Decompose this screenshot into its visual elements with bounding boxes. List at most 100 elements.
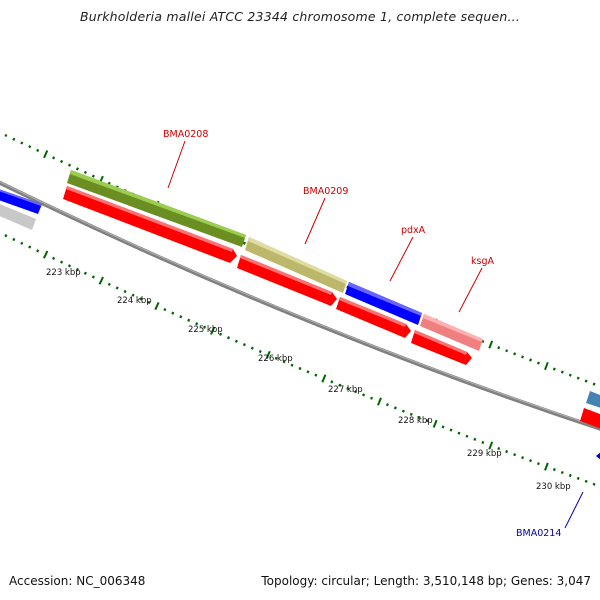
minor-tick — [481, 339, 485, 344]
minor-tick — [139, 297, 143, 301]
minor-tick — [60, 260, 64, 264]
scale-label-224: 224 kbp — [117, 296, 152, 306]
major-tick — [544, 462, 549, 471]
minor-tick — [67, 264, 72, 268]
minor-tick — [4, 234, 8, 238]
scale-label-225: 225 kbp — [188, 325, 223, 335]
minor-tick — [4, 133, 8, 138]
gene-label-bma0209: BMA0209 — [303, 186, 348, 197]
minor-tick — [529, 459, 533, 463]
minor-tick — [393, 406, 397, 410]
minor-tick — [473, 437, 477, 441]
minor-tick — [536, 462, 540, 466]
minor-tick — [560, 370, 564, 374]
minor-tick — [521, 456, 525, 460]
minor-tick — [576, 476, 580, 480]
callout-bma0209 — [304, 197, 326, 245]
backbone-line — [0, 180, 600, 431]
minor-tick — [568, 473, 572, 478]
feature-bma0208 — [67, 170, 246, 247]
minor-tick — [497, 346, 501, 350]
minor-tick — [171, 311, 175, 315]
minor-tick — [298, 366, 302, 371]
callout-bma0208 — [167, 140, 186, 189]
major-tick — [377, 397, 382, 406]
minor-tick — [36, 249, 40, 253]
minor-tick — [52, 256, 56, 260]
minor-tick — [36, 148, 40, 153]
minor-tick — [385, 403, 389, 407]
major-tick — [544, 361, 549, 371]
minor-tick — [481, 440, 485, 445]
minor-tick — [187, 318, 191, 322]
scale-label-229: 229 kbp — [467, 449, 502, 459]
major-tick — [98, 276, 104, 285]
minor-tick — [163, 308, 167, 312]
accession-text: Accession: NC_006348 — [9, 574, 146, 588]
minor-tick — [338, 383, 342, 387]
scale-label-227: 227 kbp — [328, 385, 363, 395]
minor-tick — [330, 380, 334, 384]
scale-label-228: 228 kbp — [398, 416, 433, 426]
feature-pdxa — [345, 282, 422, 325]
minor-tick — [560, 471, 564, 475]
cds-arrow-2 — [237, 255, 337, 306]
minor-tick — [115, 286, 119, 290]
minor-tick — [203, 325, 207, 329]
minor-tick — [75, 267, 79, 272]
major-tick — [265, 350, 271, 360]
minor-tick — [28, 145, 32, 149]
minor-tick — [20, 241, 24, 245]
minor-tick — [592, 382, 596, 386]
minor-tick — [131, 293, 135, 297]
minor-tick — [60, 159, 64, 164]
minor-tick — [552, 468, 556, 472]
major-tick — [43, 150, 49, 159]
minor-tick — [314, 373, 318, 377]
major-tick — [488, 441, 494, 450]
major-tick — [432, 419, 438, 428]
gene-label-bma0214: BMA0214 — [516, 528, 561, 539]
minor-tick — [354, 390, 358, 394]
minor-tick — [497, 446, 501, 451]
feature-bma0209 — [245, 237, 347, 293]
feature-ksga — [420, 314, 483, 351]
minor-tick — [584, 379, 588, 383]
minor-tick — [441, 425, 445, 429]
minor-tick — [306, 370, 310, 374]
feature-grey-left — [0, 204, 36, 230]
minor-tick — [425, 419, 429, 423]
minor-tick — [179, 315, 183, 319]
minor-tick — [75, 167, 79, 171]
minor-tick — [52, 156, 56, 160]
minor-tick — [250, 346, 254, 350]
feature-steelblue-right — [586, 391, 600, 408]
major-tick — [43, 250, 49, 259]
cds-arrow-3 — [336, 297, 411, 338]
callout-ksga — [458, 267, 483, 313]
minor-tick — [513, 352, 517, 356]
minor-tick — [91, 174, 95, 178]
minor-tick — [20, 141, 24, 145]
backbone-highlight — [0, 181, 600, 429]
minor-tick — [370, 396, 374, 400]
inner-tick-ring — [4, 234, 600, 491]
minor-tick — [536, 361, 540, 365]
minor-tick — [290, 363, 294, 367]
major-tick — [488, 340, 494, 349]
minor-tick — [147, 300, 151, 305]
minor-tick — [67, 163, 72, 167]
minor-tick — [521, 355, 525, 359]
gene-label-ksga: ksgA — [471, 256, 494, 267]
minor-tick — [362, 393, 366, 397]
minor-tick — [505, 450, 509, 454]
scale-label-230: 230 kbp — [536, 482, 571, 492]
minor-tick — [505, 349, 509, 353]
major-tick — [154, 301, 160, 311]
minor-tick — [218, 332, 223, 336]
minor-tick — [449, 428, 453, 432]
gene-label-pdxa: pdxA — [401, 225, 426, 236]
minor-tick — [552, 367, 556, 371]
minor-tick — [12, 237, 16, 242]
